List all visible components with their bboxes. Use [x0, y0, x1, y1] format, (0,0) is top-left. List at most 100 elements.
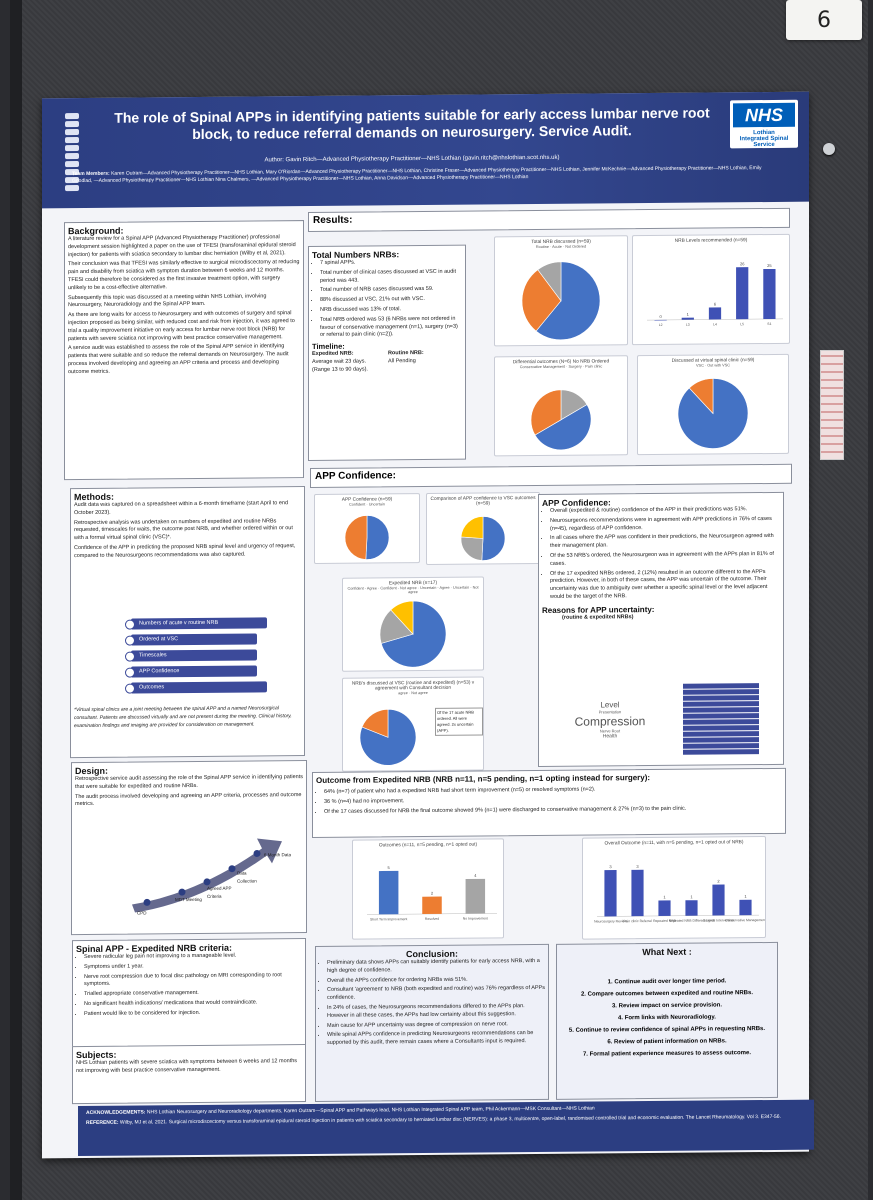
subjects-box: Subjects: NHS Lothian patients with seve… — [72, 1044, 306, 1105]
poster-author: Author: Gavin Ritch—Advanced Physiothera… — [264, 154, 560, 164]
criteria-item: Trialled appropriate conservative manage… — [84, 989, 302, 999]
word-cloud: Level Presentation Compression Nerve Roo… — [565, 700, 655, 751]
design-step-dot — [253, 849, 261, 857]
pie-slice — [534, 404, 592, 451]
design-step-label: Agreed APP Criteria — [207, 885, 232, 899]
number-card: 6 — [786, 0, 862, 40]
word-cloud-word: Health — [602, 733, 618, 740]
confidence-box: APP Confidence: Overall (expedited & rou… — [538, 491, 784, 768]
confidence-item: Neurosurgeons recommendations were in ag… — [550, 516, 780, 534]
card-number: 6 — [817, 7, 831, 33]
bar-chart: 3 Neurosurgery Review 3 Pain clinic Referra… — [594, 864, 765, 924]
timeline-expedited-wait: Average wait 23 days. — [312, 358, 367, 365]
confidence-item: Of the 53 NRB's ordered, the Neurosurgeo… — [550, 551, 780, 569]
flow-step: Numbers of acute v routine NRB — [131, 617, 267, 630]
pie-slice — [688, 378, 714, 415]
bar-value-label: 1 — [663, 894, 666, 899]
background-paragraph: A literature review for a Spinal APP (Ad… — [68, 234, 296, 258]
bar — [739, 899, 752, 916]
design-arrow — [132, 838, 282, 913]
bar — [736, 267, 749, 320]
nhs-logo-service: Integrated Spinal Service — [739, 135, 789, 149]
design-paragraph: The audit process involved developing an… — [75, 791, 302, 808]
bar — [378, 870, 399, 915]
flow-step: Ordered at VSC — [131, 633, 257, 646]
chart-differential-outcomes: Differential outcomes (N=6) No NRB Order… — [494, 355, 628, 457]
what-next-heading: What Next : — [642, 946, 692, 958]
team-list: Karen Outram—Advanced Physiotherapy Prac… — [72, 165, 762, 185]
what-next-item: 7. Formal patient experience measures to… — [582, 1050, 752, 1058]
pie-slice — [537, 261, 562, 302]
bar — [681, 317, 694, 320]
totals-item: Total number of NRB cases discussed was … — [320, 286, 462, 295]
pie-slice — [530, 389, 562, 436]
criteria-box: Spinal APP - Expedited NRB criteria: Sev… — [72, 938, 306, 1049]
design-step-label: Data Collection — [237, 870, 257, 884]
outcome-box: Outcome from Expedited NRB (NRB n=11, n=… — [312, 767, 786, 838]
totals-item: Total NRB ordered was 53 (6 NRBs were no… — [320, 315, 462, 340]
nhs-logo-mark: NHS — [733, 102, 795, 128]
acknowledgements-text: NHS Lothian Neurosurgery and Neuroradiol… — [146, 1105, 595, 1116]
background-text: A literature review for a Spinal APP (Ad… — [68, 234, 300, 377]
conclusion-item: In 24% of cases, the Neurosurgeons recom… — [327, 1003, 545, 1020]
reference-label: REFERENCE: — [86, 1119, 119, 1126]
totals-item: 88% discussed at VSC, 21% out with VSC. — [320, 296, 462, 305]
timeline-expedited-range: (Range 13 to 90 days). — [312, 366, 368, 373]
design-text: Retrospective service audit assessing th… — [75, 774, 303, 809]
bar — [763, 268, 776, 320]
tick-label: S1 — [767, 322, 771, 326]
bar — [708, 307, 722, 320]
pie-slice — [535, 261, 601, 341]
tick-label: L5 — [740, 322, 744, 326]
bar-value-label: 3 — [609, 864, 612, 869]
poster: The role of Spinal APPs in identifying p… — [42, 91, 814, 1159]
pie-chart — [344, 515, 390, 560]
tick-label: Surgical Intervention — [703, 918, 734, 922]
background-paragraph: Subsequently this topic was discussed at… — [68, 292, 267, 309]
bar — [631, 869, 644, 917]
reasons-sub: (routine & expedited NRBs) — [562, 613, 634, 621]
tick-label: Repeated NRB Different Level — [669, 918, 715, 922]
design-step-label: MDT Meeting — [175, 896, 202, 903]
bar-value-label: 0 — [659, 314, 662, 319]
confidence-item: Overall (expedited & routine) confidence… — [550, 506, 780, 516]
bar-value-label: 1 — [744, 894, 747, 899]
subjects-text: NHS Lothian patients with severe sciatic… — [76, 1058, 298, 1074]
board-frame — [10, 0, 22, 1200]
pie-slice — [481, 516, 506, 561]
flow-dot-icon — [125, 651, 135, 662]
x-axis — [597, 914, 759, 917]
methods-box: Methods: Audit data was captured on a sp… — [70, 486, 305, 759]
chart-total-nrb: Total NRB discussed (n=59) Routine · Acu… — [494, 235, 628, 347]
what-next-item: 6. Review of patient information on NRBs… — [607, 1038, 727, 1046]
bar-value-label: 5 — [388, 865, 391, 870]
bar — [712, 884, 725, 916]
totals-item: 7 spinal APPs. — [320, 259, 462, 268]
chart-legend: Confident · Uncertain — [349, 502, 385, 507]
totals-box: Total Numbers NRBs: 7 spinal APPs. Total… — [308, 244, 466, 462]
bar-value-label: 3 — [636, 864, 639, 869]
flow-dot-icon — [125, 619, 135, 630]
pie-slice — [365, 515, 390, 560]
bar-chart: 5 Short Term Improvement 2 Resolved 4 No Impr… — [367, 865, 497, 921]
methods-footnote: *Virtual spinal clinics are a joint meet… — [74, 705, 292, 729]
conclusion-box: Conclusion: Preliminary data shows APPs … — [315, 943, 549, 1102]
methods-flow: Numbers of acute v routine NRB Ordered a… — [121, 617, 271, 698]
bar-value-label: 1 — [690, 894, 693, 899]
conclusion-item: Consultant 'agreement' to NRB (both expe… — [327, 985, 545, 1002]
nhs-logo: NHS Lothian Integrated Spinal Service — [730, 99, 798, 149]
bar-value-label: 1 — [687, 312, 690, 317]
pie-slice — [344, 515, 368, 560]
timeline-routine-label: Routine NRB: — [387, 350, 424, 357]
what-next-item: 4. Form links with Neuroradiology. — [618, 1014, 716, 1022]
tick-label: Repeated NRB — [653, 919, 677, 923]
bar-value-label: 4 — [474, 873, 477, 878]
pie-chart — [677, 378, 749, 449]
chart-note: Of the 17 acute NRB ordered. All were ag… — [435, 707, 483, 736]
tick-label: Neurosurgery Review — [594, 919, 627, 923]
bar-value-label: 26 — [740, 261, 745, 266]
pie-slice — [521, 269, 562, 332]
pie-slice — [380, 600, 447, 668]
tick-label: Pain clinic Referral — [623, 919, 652, 923]
methods-text: Audit data was captured on a spreadsheet… — [74, 500, 301, 561]
